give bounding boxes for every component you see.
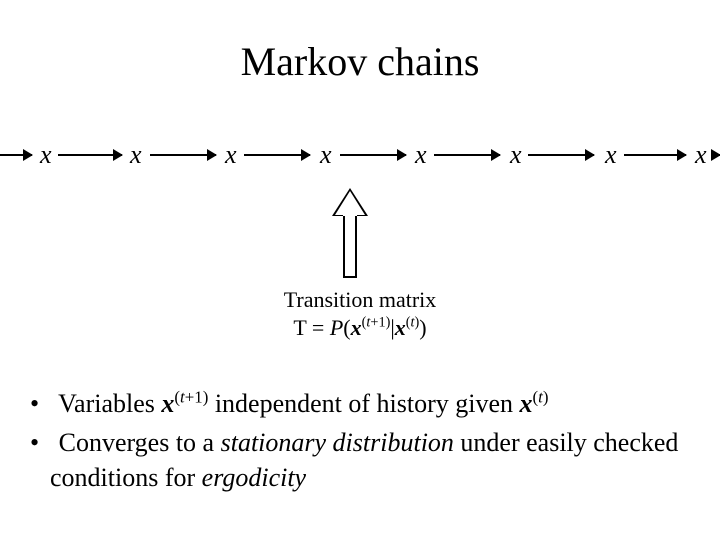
chain-node: x [695, 140, 707, 170]
slide-title: Markov chains [0, 38, 720, 85]
bullet-item: Converges to a stationary distribution u… [30, 425, 690, 495]
chain-arrow [434, 154, 500, 156]
chain-arrow [150, 154, 216, 156]
chain-arrow [714, 154, 720, 156]
transition-line2: T = P(x(t+1)|x(t)) [293, 315, 426, 340]
chain-arrow [528, 154, 594, 156]
bullet-item: Variables x(t+1) independent of history … [30, 386, 690, 421]
up-arrow-icon [332, 188, 368, 280]
chain-node: x [605, 140, 617, 170]
chain-node: x [130, 140, 142, 170]
chain-arrow [340, 154, 406, 156]
chain-node: x [320, 140, 332, 170]
chain-arrow [624, 154, 686, 156]
chain-node: x [225, 140, 237, 170]
transition-line1: Transition matrix [284, 287, 437, 312]
transition-matrix-label: Transition matrix T = P(x(t+1)|x(t)) [0, 286, 720, 341]
chain-node: x [40, 140, 52, 170]
chain-arrow [0, 154, 32, 156]
markov-chain-diagram: x x x x x x x x [0, 140, 720, 180]
chain-arrow [58, 154, 122, 156]
chain-node: x [510, 140, 522, 170]
chain-arrow [244, 154, 310, 156]
bullet-list: Variables x(t+1) independent of history … [30, 386, 690, 499]
chain-node: x [415, 140, 427, 170]
